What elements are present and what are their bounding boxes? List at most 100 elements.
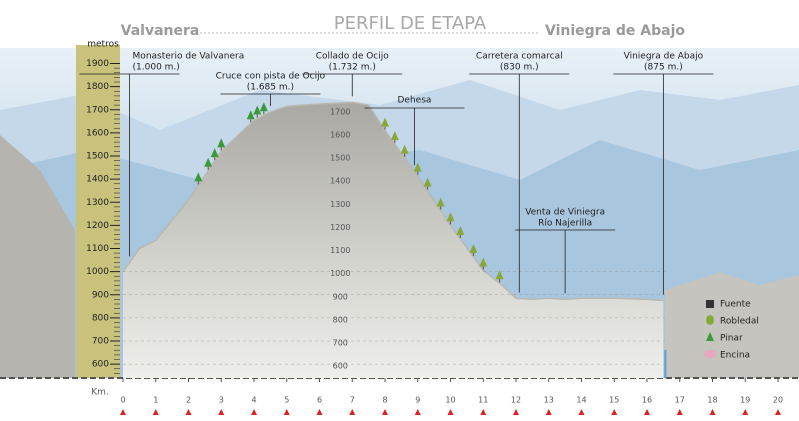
tree	[381, 117, 389, 127]
km-marker	[283, 409, 290, 415]
annotation-sub: (830 m.)	[500, 63, 539, 73]
annotation: Venta de Viniegra	[525, 208, 605, 218]
y-tick-label: 600	[92, 360, 109, 370]
tree	[217, 138, 226, 148]
tree	[446, 212, 455, 222]
x-tick-label: 11	[478, 396, 488, 405]
annotation-sub: (1.000 m.)	[133, 63, 180, 73]
chart-title: PERFIL DE ETAPA	[334, 13, 487, 34]
end-label: Viniegra de Abajo	[545, 23, 685, 39]
profile-fill	[123, 102, 664, 378]
y-tick-label: 700	[92, 337, 109, 347]
annotation: Viniegra de Abajo	[624, 52, 704, 62]
x-tick-label: 6	[317, 396, 322, 405]
km-marker	[185, 409, 192, 415]
y-tick-label: 1200	[86, 221, 109, 231]
x-tick-label: 8	[382, 396, 387, 405]
legend-icon	[704, 350, 716, 358]
x-tick-label: 19	[740, 396, 750, 405]
inner-tick-label: 900	[333, 292, 348, 301]
inner-tick-label: 1400	[330, 177, 350, 186]
km-marker	[152, 409, 159, 415]
x-tick-label: 7	[350, 396, 355, 405]
tree	[423, 177, 432, 187]
annotation: Dehesa	[398, 96, 432, 106]
x-tick-label: 12	[511, 396, 521, 405]
x-tick-label: 13	[544, 396, 554, 405]
legend-label: Fuente	[720, 300, 751, 310]
x-tick-label: 1	[153, 396, 158, 405]
annotation-sub: (875 m.)	[644, 63, 683, 73]
km-marker	[578, 409, 585, 415]
y-tick-label: 800	[92, 313, 109, 323]
tree	[246, 110, 255, 120]
inner-tick-label: 1200	[330, 223, 350, 232]
y-tick-label: 900	[92, 290, 109, 300]
x-tick-label: 3	[219, 396, 224, 405]
y-tick-label: 1700	[86, 105, 109, 115]
x-tick-label: 15	[609, 396, 619, 405]
y-tick-label: 1300	[86, 198, 109, 208]
tree	[469, 243, 478, 253]
legend-icon	[706, 300, 714, 308]
y-tick-label: 1600	[86, 128, 109, 138]
tree	[204, 157, 213, 167]
tree	[413, 162, 422, 172]
annotation: Collado de Ocijo	[316, 52, 390, 62]
legend-label: Robledal	[720, 317, 759, 327]
legend-icon	[706, 315, 714, 325]
tree	[495, 270, 504, 280]
km-marker	[709, 409, 716, 415]
km-marker	[611, 409, 618, 415]
left-hill	[0, 135, 75, 378]
y-tick-label: 1000	[86, 267, 109, 277]
annotation-sub: Río Najerilla	[538, 219, 592, 229]
km-marker	[218, 409, 225, 415]
inner-tick-label: 1300	[330, 200, 350, 209]
km-marker	[545, 409, 552, 415]
ruler	[76, 45, 120, 378]
x-tick-label: 20	[773, 396, 783, 405]
x-tick-label: 10	[445, 396, 455, 405]
start-label: Valvanera	[121, 23, 200, 39]
km-marker	[120, 409, 126, 415]
tree	[210, 148, 219, 158]
inner-tick-label: 1000	[330, 269, 350, 278]
y-tick-label: 1900	[86, 59, 109, 69]
y-tick-label: 1500	[86, 152, 109, 162]
x-tick-label: 9	[415, 396, 420, 405]
right-hill	[665, 272, 799, 378]
x-tick-label: 0	[120, 396, 125, 405]
footer	[0, 378, 799, 421]
km-marker	[382, 409, 388, 415]
inner-tick-label: 600	[333, 362, 348, 371]
tree	[194, 172, 203, 182]
inner-tick-label: 1700	[330, 107, 350, 116]
x-tick-label: 5	[284, 396, 289, 405]
y-tick-label: 1800	[86, 82, 109, 92]
km-marker	[644, 409, 650, 415]
tree	[479, 257, 488, 267]
tree	[456, 225, 465, 235]
km-marker	[742, 409, 749, 415]
km-marker	[775, 409, 781, 415]
x-axis-label: Km.	[91, 388, 109, 398]
x-tick-label: 18	[707, 396, 717, 405]
x-tick-label: 14	[576, 396, 586, 405]
y-tick-label: 1400	[86, 175, 109, 185]
inner-tick-label: 1600	[330, 130, 350, 139]
x-tick-label: 2	[186, 396, 191, 405]
inner-tick-label: 700	[333, 339, 348, 348]
x-tick-label: 16	[642, 396, 652, 405]
km-marker	[414, 409, 421, 415]
inner-tick-label: 1500	[330, 154, 350, 163]
legend-label: Pinar	[720, 334, 743, 344]
km-marker	[251, 409, 257, 415]
tree	[390, 131, 399, 141]
annotation: Monasterio de Valvanera	[133, 52, 245, 62]
tree	[436, 197, 445, 207]
inner-tick-label: 1100	[330, 246, 350, 255]
annotation: Cruce con pista de Ocijo	[216, 72, 326, 82]
tree	[400, 144, 409, 154]
